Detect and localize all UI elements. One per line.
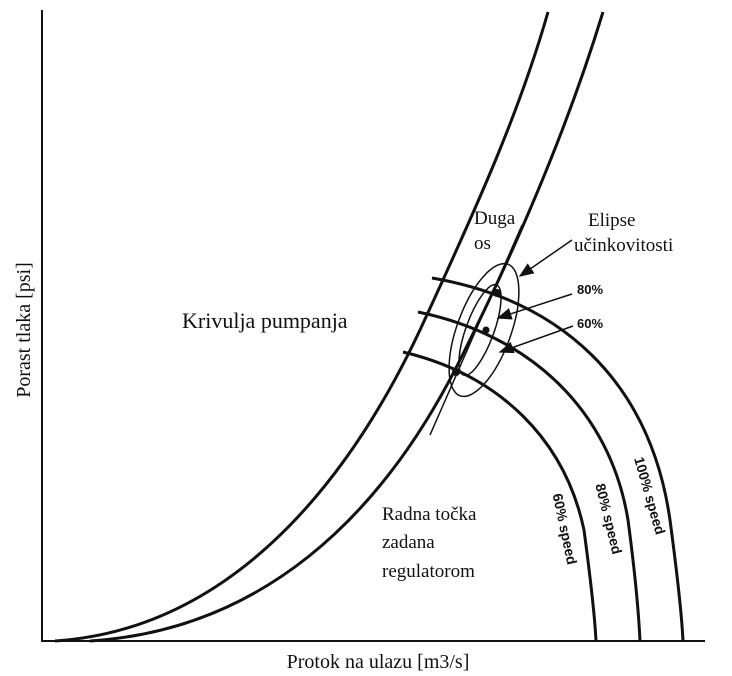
efficiency-ellipse-outer [448,262,520,398]
point [452,368,460,376]
label: Duga [474,208,516,229]
arrow [498,325,574,354]
label: 60% [577,316,603,331]
label: 80% [577,282,603,297]
speed-label: 80% speed [592,482,625,556]
y-axis-label: Porast tlaka [psi] [13,262,35,398]
label: Elipse [588,210,636,231]
speed-label: 100% speed [631,455,668,536]
x-axis-label: Protok na ulazu [m3/s] [287,651,470,673]
point [493,289,501,297]
label: Radna točka [382,504,477,525]
speed-line-100 [431,276,685,642]
speed-line-80 [417,310,642,642]
speed-line-60 [402,350,598,642]
surge-curve-left [54,11,550,643]
long-axis-line [429,224,523,436]
point [482,326,490,334]
arrow [496,293,573,320]
label: Krivulja pumpanja [182,308,348,333]
label: zadana [382,532,435,553]
arrow [518,239,573,277]
label: regulatorom [382,561,475,582]
label: os [474,233,491,254]
label: učinkovitosti [574,235,673,256]
